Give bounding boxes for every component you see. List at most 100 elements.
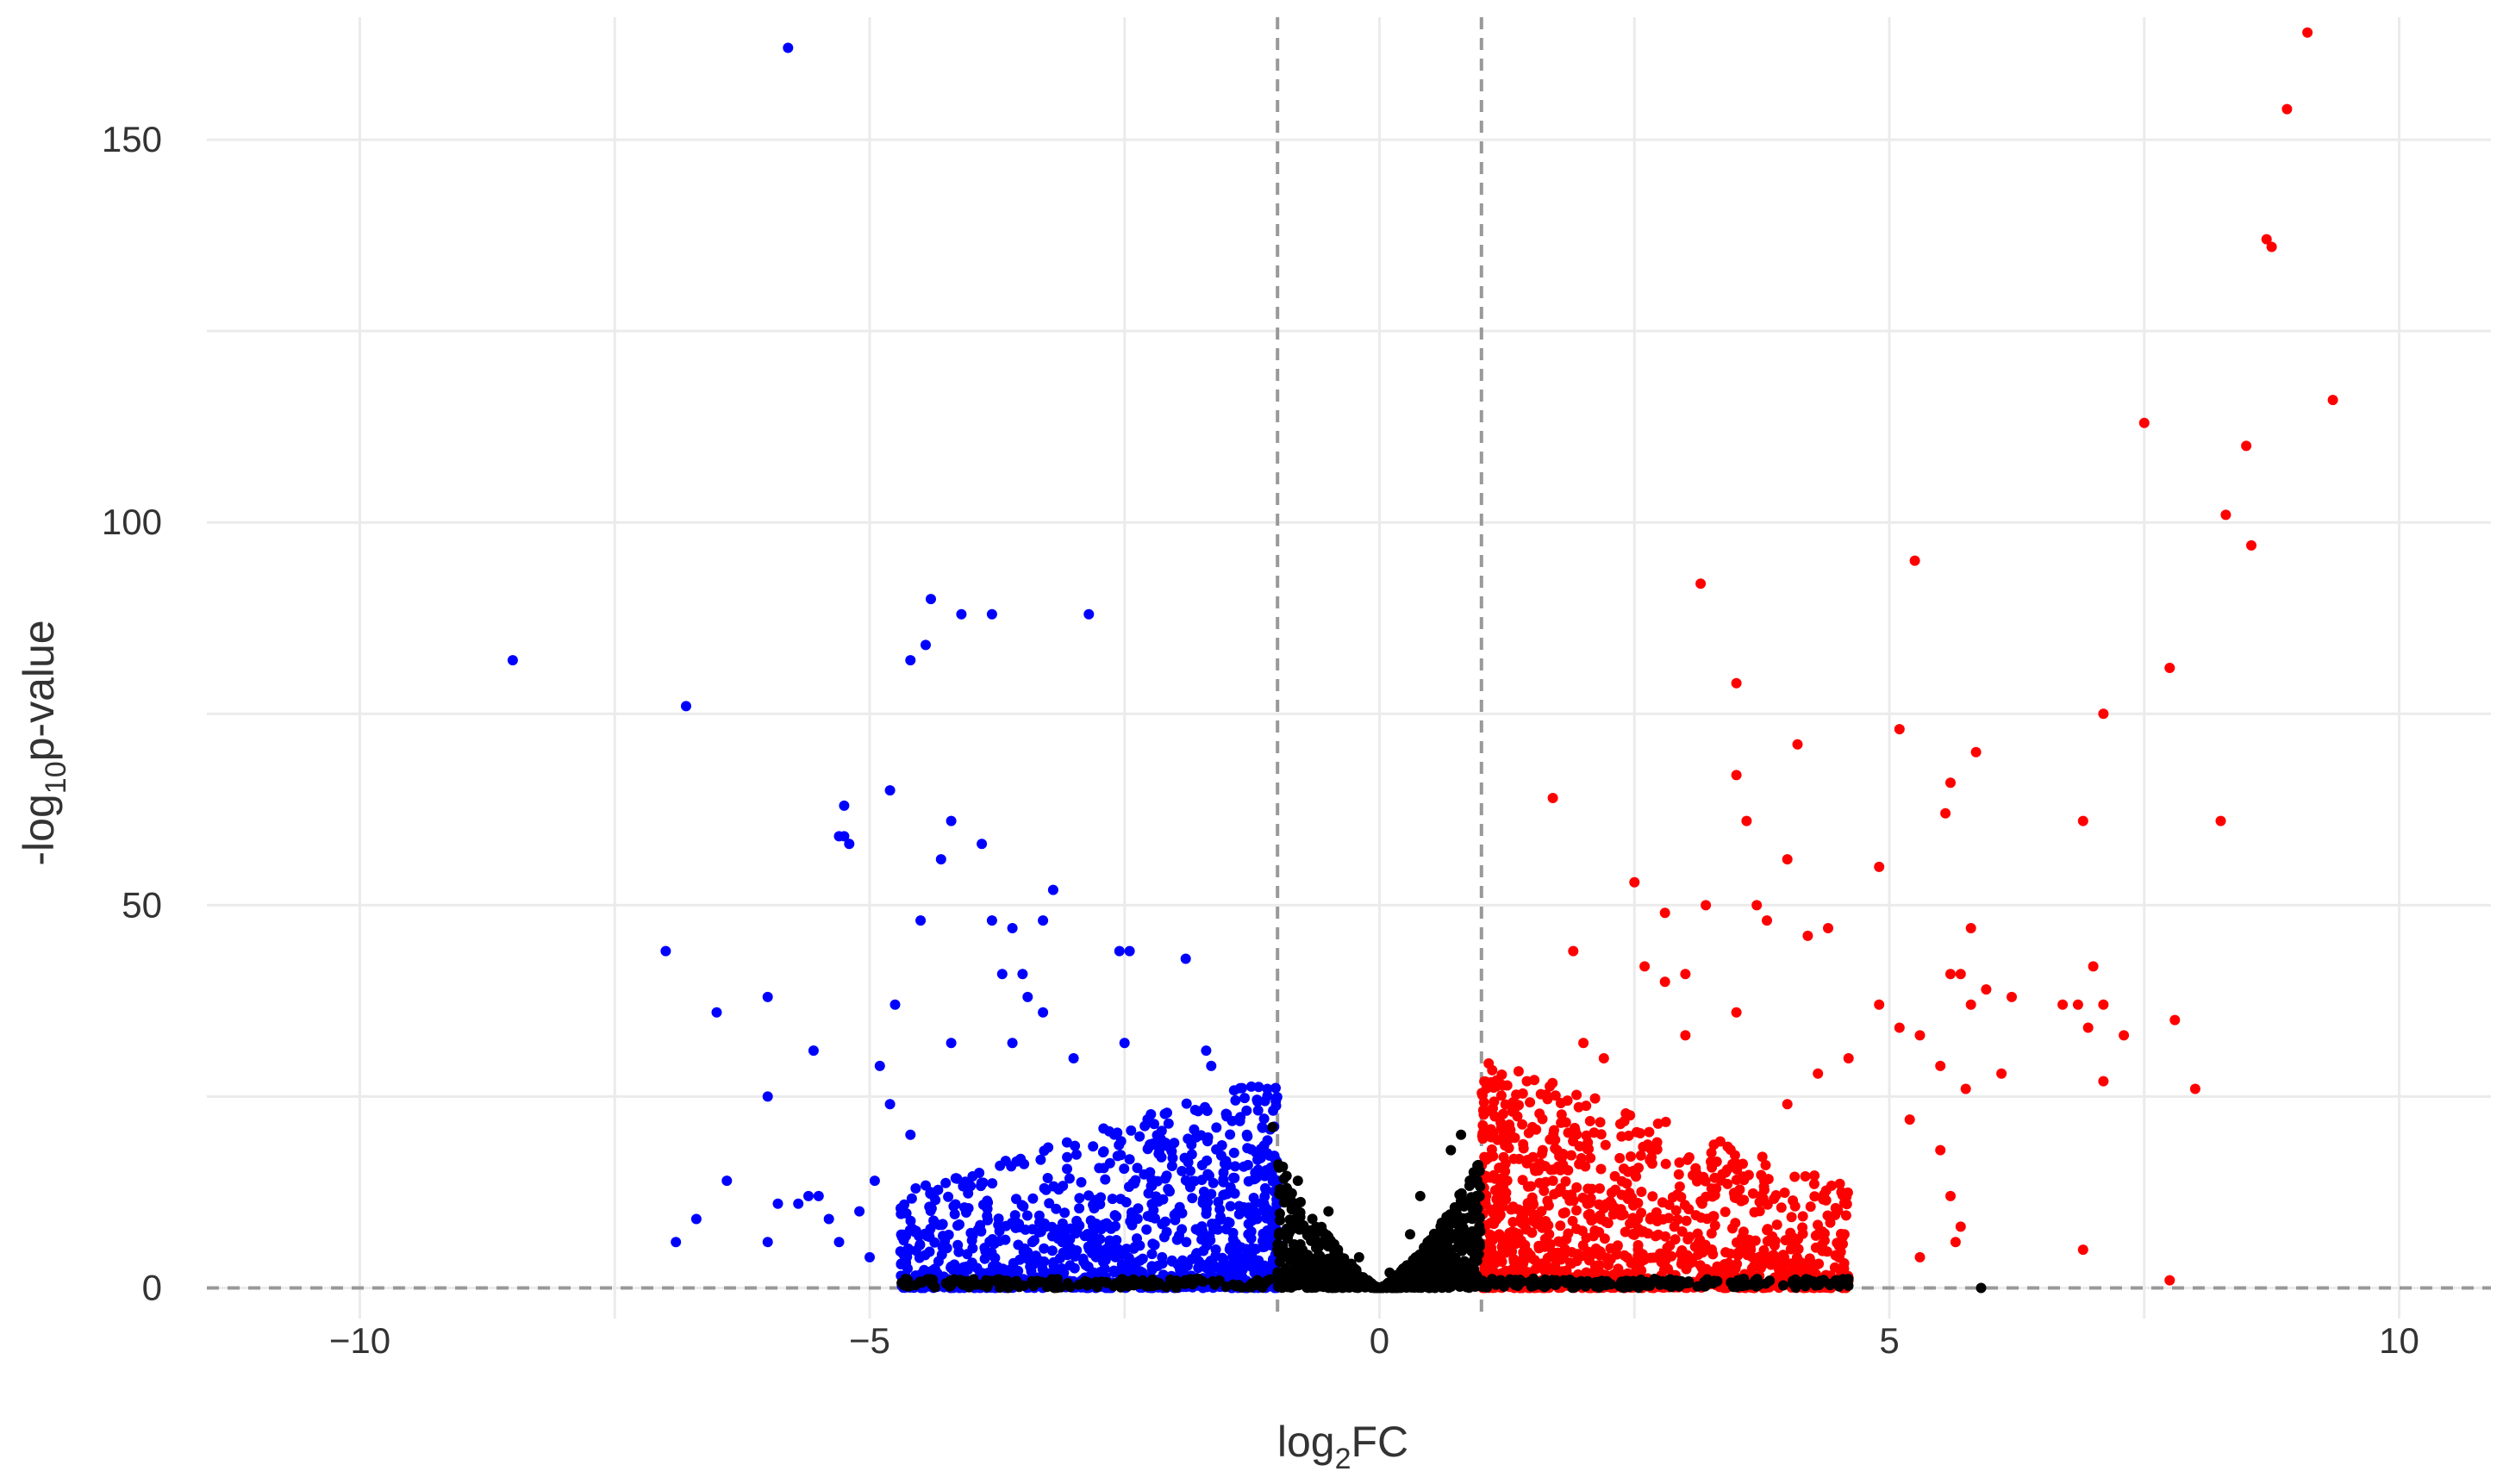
data-point-not-significant	[1405, 1281, 1415, 1293]
data-point-down	[1146, 1174, 1158, 1185]
data-point-up	[1695, 1196, 1707, 1207]
data-point-down	[1259, 1170, 1270, 1182]
y-tick-label: 50	[122, 884, 162, 925]
data-point-up	[1540, 1216, 1551, 1226]
data-point-down	[762, 1237, 773, 1248]
data-point-up	[1635, 1128, 1645, 1138]
data-point-down	[1076, 1176, 1087, 1188]
data-point-up	[1981, 984, 1992, 995]
data-point-down	[928, 1190, 939, 1201]
data-point-down	[1132, 1163, 1143, 1174]
data-point-down	[1124, 1154, 1135, 1165]
data-point-not-significant	[1276, 1246, 1287, 1257]
data-point-not-significant	[960, 1278, 971, 1288]
data-point-not-significant	[1287, 1217, 1298, 1228]
data-point-up	[1770, 1190, 1782, 1200]
data-point-up	[1517, 1175, 1528, 1186]
data-point-down	[884, 1099, 896, 1110]
data-point-not-significant	[1336, 1279, 1346, 1290]
data-point-up	[1708, 1139, 1720, 1150]
data-point-up	[1782, 854, 1793, 865]
x-tick-label: −10	[329, 1320, 390, 1361]
data-point-down	[993, 1213, 1004, 1225]
data-point-not-significant	[1261, 1275, 1272, 1287]
data-point-down	[979, 1253, 990, 1264]
data-point-up	[1550, 1090, 1561, 1101]
data-point-up	[2241, 440, 2252, 452]
data-point-up	[2098, 1076, 2109, 1087]
data-point-not-significant	[1474, 1213, 1485, 1223]
x-axis-label-suffix: FC	[1351, 1418, 1409, 1466]
data-point-up	[1627, 1228, 1638, 1239]
data-point-down	[1206, 1188, 1217, 1200]
data-point-not-significant	[1279, 1281, 1290, 1292]
data-point-down	[1257, 1121, 1268, 1132]
data-point-up	[1731, 1007, 1742, 1018]
data-point-not-significant	[1456, 1188, 1467, 1199]
data-point-not-significant	[1571, 1281, 1582, 1291]
data-point-up	[1612, 1240, 1623, 1251]
data-point-up	[2261, 234, 2272, 245]
data-point-up	[1478, 1097, 1489, 1108]
data-point-not-significant	[1281, 1170, 1292, 1182]
data-point-up	[2098, 999, 2109, 1010]
data-point-up	[1501, 1188, 1512, 1199]
data-point-not-significant	[1437, 1281, 1448, 1293]
data-point-up	[1681, 1215, 1692, 1226]
data-point-down	[762, 1091, 773, 1102]
data-point-up	[1695, 1260, 1706, 1271]
data-point-up	[1874, 861, 1885, 872]
data-point-down	[943, 1191, 954, 1202]
data-point-not-significant	[1753, 1280, 1764, 1290]
data-point-up	[1578, 1038, 1589, 1049]
data-point-up	[1804, 1253, 1815, 1264]
data-point-down	[979, 1243, 990, 1253]
data-point-up	[1788, 1241, 1799, 1252]
data-point-up	[1526, 1121, 1538, 1132]
data-point-not-significant	[1323, 1253, 1334, 1264]
data-point-not-significant	[1444, 1234, 1455, 1245]
data-point-down	[1053, 1265, 1064, 1276]
data-point-down	[1253, 1082, 1264, 1093]
data-point-up	[1777, 1263, 1788, 1275]
data-point-not-significant	[1455, 1223, 1466, 1234]
data-point-up	[1545, 1081, 1556, 1092]
data-point-down	[1196, 1175, 1208, 1186]
data-point-down	[1270, 1082, 1281, 1094]
data-point-up	[1731, 677, 1742, 689]
data-point-up	[1651, 1137, 1663, 1148]
data-point-up	[1779, 1188, 1790, 1198]
data-point-up	[1500, 1158, 1511, 1169]
data-point-down	[1201, 1045, 1212, 1057]
data-point-down	[1193, 1263, 1204, 1274]
data-point-down	[889, 999, 901, 1010]
data-point-down	[1181, 1098, 1192, 1109]
data-point-down	[1116, 1259, 1127, 1270]
data-point-down	[1129, 1241, 1140, 1252]
data-point-up	[1762, 1224, 1773, 1235]
data-point-down	[839, 831, 850, 842]
data-point-up	[1789, 1171, 1801, 1182]
data-point-not-significant	[1354, 1275, 1365, 1286]
y-axis-label-suffix: p-value	[15, 620, 63, 761]
data-point-up	[1496, 1256, 1507, 1267]
data-point-down	[1180, 953, 1191, 964]
data-point-up	[1563, 1165, 1574, 1175]
data-point-down	[1202, 1155, 1213, 1166]
data-point-up	[1526, 1181, 1537, 1192]
data-point-not-significant	[1275, 1189, 1286, 1200]
data-point-up	[1544, 1229, 1555, 1240]
data-point-down	[854, 1206, 865, 1217]
data-point-not-significant	[1170, 1282, 1182, 1294]
data-point-down	[1094, 1163, 1105, 1174]
data-point-down	[1219, 1158, 1230, 1169]
data-point-down	[1114, 945, 1125, 957]
data-point-up	[2246, 539, 2256, 551]
data-point-down	[1206, 1060, 1217, 1071]
data-point-not-significant	[1236, 1282, 1247, 1293]
data-point-up	[2138, 417, 2150, 428]
data-point-down	[1059, 1230, 1070, 1241]
data-point-up	[1550, 1134, 1561, 1145]
data-point-down	[869, 1175, 880, 1187]
data-point-up	[1727, 1261, 1738, 1272]
